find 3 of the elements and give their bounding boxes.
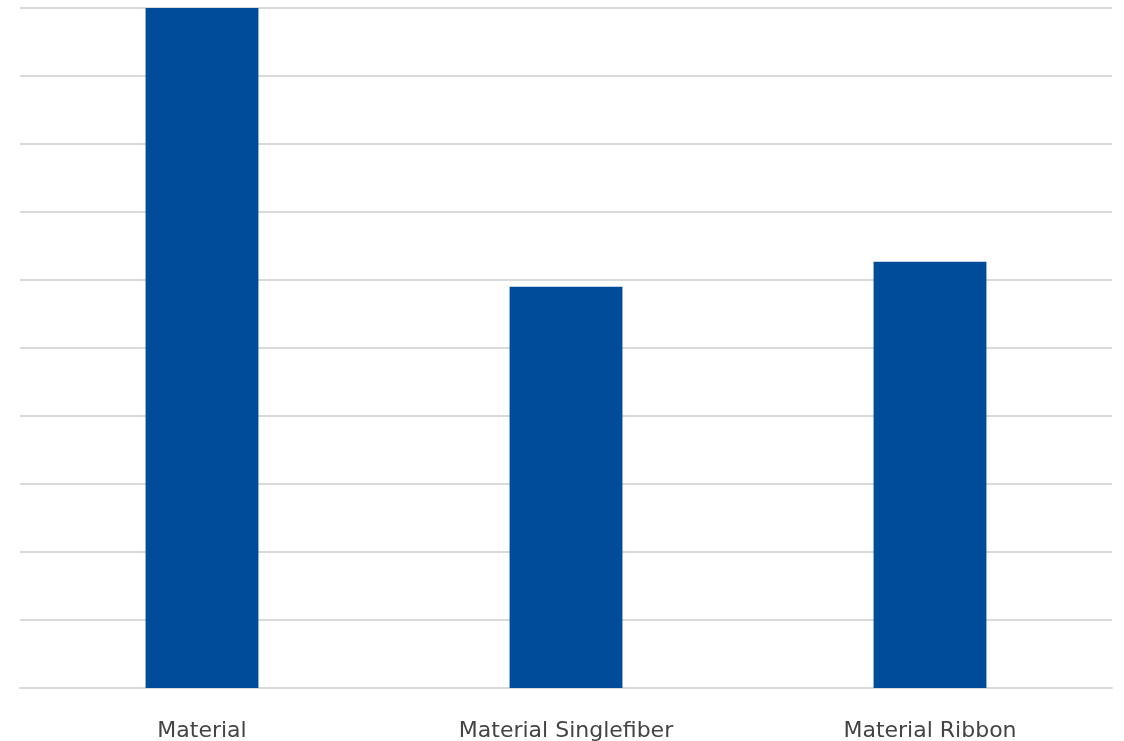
x-tick-label: Material Ribbon: [843, 716, 1017, 741]
x-tick-label: Material Singlefiber: [458, 716, 675, 741]
x-tick-label: Material: [157, 716, 247, 741]
